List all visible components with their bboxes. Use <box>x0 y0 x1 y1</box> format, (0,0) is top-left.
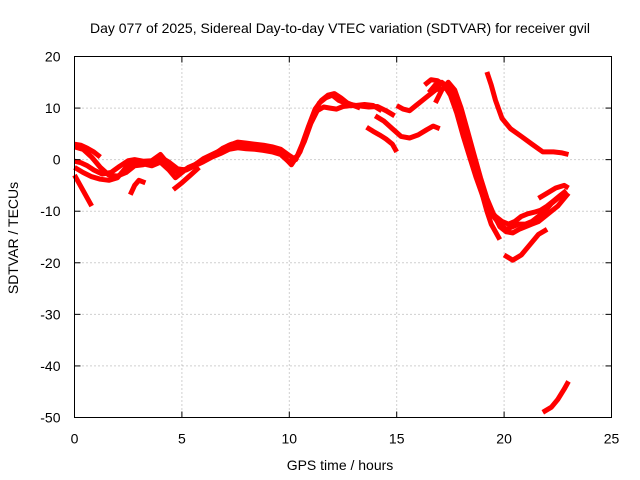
series-line-arc-17 <box>537 182 570 201</box>
y-axis-label: SDTVAR / TECUs <box>5 182 21 294</box>
plot-frame <box>74 56 612 418</box>
series-line-arc-14 <box>454 99 502 241</box>
y-tick-label: -40 <box>40 358 60 374</box>
x-tick-label: 25 <box>604 431 620 447</box>
series-line-arc-13 <box>433 79 571 236</box>
x-tick-label: 20 <box>496 431 512 447</box>
y-tick-label: -10 <box>40 203 60 219</box>
series-line-arc-9 <box>373 113 441 141</box>
y-tick-labels: -50 -40 -30 -20 -10 0 10 20 <box>40 49 60 426</box>
data-series <box>72 71 571 415</box>
series-line-arc-1 <box>73 103 396 177</box>
grid-lines <box>74 56 612 418</box>
x-tick-label: 5 <box>178 431 186 447</box>
x-tick-label: 10 <box>282 431 298 447</box>
axis-ticks <box>74 56 612 418</box>
series-line-arc-10 <box>395 85 443 114</box>
y-tick-label: -30 <box>40 306 60 322</box>
chart-title: Day 077 of 2025, Sidereal Day-to-day VTE… <box>90 20 590 36</box>
x-axis-label: GPS time / hours <box>287 457 394 473</box>
y-tick-label: -20 <box>40 255 60 271</box>
y-tick-label: -50 <box>40 410 60 426</box>
series-line-arc-4 <box>72 173 94 208</box>
y-tick-label: 20 <box>45 49 61 65</box>
series-line-arc-15 <box>484 71 570 157</box>
series-line-arc-16 <box>502 227 549 263</box>
x-tick-label: 15 <box>389 431 405 447</box>
series-line-arc-7 <box>171 165 201 192</box>
series-line-arc-8 <box>365 125 399 154</box>
series-line-arc-5 <box>74 141 102 160</box>
series-line-arc-18 <box>541 380 571 415</box>
series-line-arc-6 <box>128 177 147 196</box>
x-tick-label: 0 <box>71 431 79 447</box>
series-line-arc-3 <box>73 91 362 179</box>
y-tick-label: 10 <box>45 100 61 116</box>
x-tick-labels: 0 5 10 15 20 25 <box>71 431 620 447</box>
y-tick-label: 0 <box>53 152 61 168</box>
